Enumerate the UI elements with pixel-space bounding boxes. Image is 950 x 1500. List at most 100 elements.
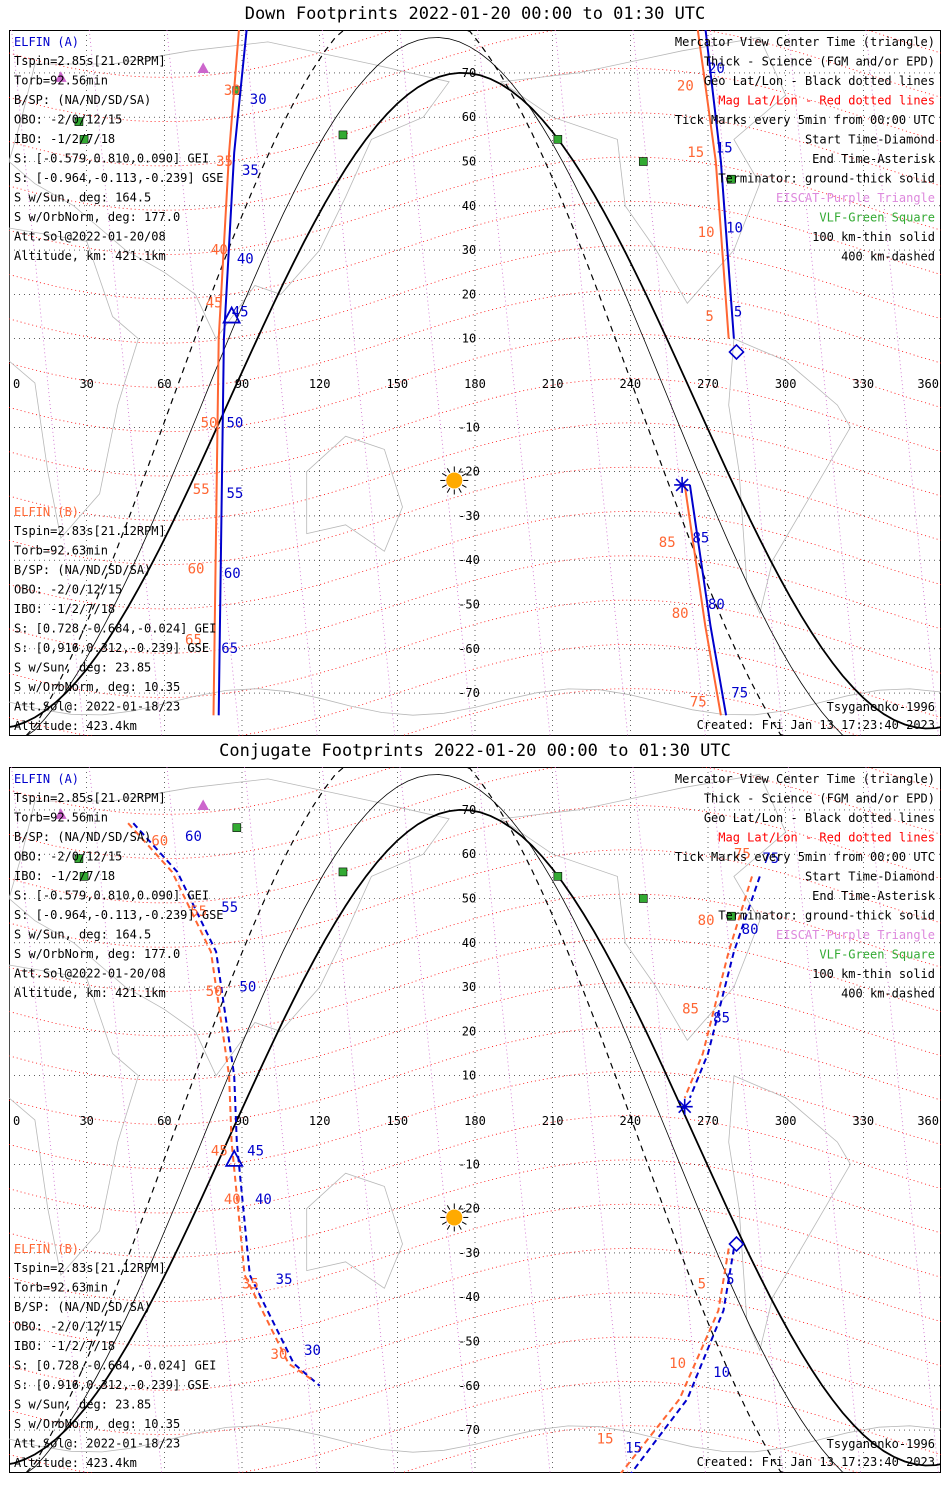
sun-ray <box>446 1225 451 1230</box>
lat-tick-label: -70 <box>458 686 480 700</box>
coastlines <box>9 774 941 1453</box>
ela-info-line: IBO: -1/2/7/18 <box>14 132 115 146</box>
sun-ray <box>441 1210 447 1214</box>
elb-info-line: OBO: -2/0/12/15 <box>14 583 122 597</box>
legend-entry: 400 km-dashed <box>841 250 935 264</box>
ela-info-line: S: [-0.579,0.810,0.090] GEI <box>14 889 209 903</box>
ela-time-tick-label: 5 <box>734 305 742 321</box>
ela-time-tick-label: 75 <box>731 686 748 702</box>
elb-info-line: Tspin=2.83s[21.12RPM] <box>14 524 166 538</box>
elb-time-tick-label: 35 <box>216 154 233 170</box>
lon-tick-label: 0 <box>13 377 20 391</box>
land-outline <box>728 1075 851 1352</box>
conjugate-footprints-map: 0 30 60 90 120 150 180 210 240 270 300 330 360706050… <box>9 767 941 1473</box>
ela-info-line: OBO: -2/0/12/15 <box>14 850 122 864</box>
lat-tick-label: -70 <box>458 1423 480 1437</box>
sun-ray <box>441 484 447 488</box>
elb-time-tick-label: 20 <box>677 79 694 95</box>
lon-tick-label: 210 <box>542 1114 564 1128</box>
ela-info-line: Att.Sol@2022-01-20/08 <box>14 967 166 981</box>
ela-time-tick-label: 85 <box>692 530 709 546</box>
legend-entry: End Time-Asterisk <box>812 889 936 903</box>
legend-entry: EISCAT-Purple Triangle <box>776 191 935 205</box>
land-outline <box>306 435 403 552</box>
lon-tick-label: 0 <box>13 1114 20 1128</box>
created-label: Created: Fri Jan 13 17:23:40 2023 <box>697 718 935 732</box>
geo-grid <box>9 30 941 736</box>
ela-info-line: Altitude, km: 421.1km <box>14 249 166 263</box>
lon-tick-label: 120 <box>309 377 331 391</box>
elb-time-tick-label: 50 <box>201 415 218 431</box>
lat-tick-label: -30 <box>458 509 480 523</box>
bottom-panel-title: Conjugate Footprints 2022-01-20 00:00 to… <box>219 741 731 761</box>
ela-info-line: S: [-0.964,-0.113,-0.239] GSE <box>14 171 224 185</box>
ela-time-tick-label: 10 <box>713 1365 730 1381</box>
ela-time-tick-label: 60 <box>224 566 241 582</box>
ela-info-line: Torb=92.56min <box>14 74 108 88</box>
elb-time-tick-label: 15 <box>687 145 704 161</box>
lat-tick-label: -30 <box>458 1246 480 1260</box>
end-time-asterisk <box>674 476 691 493</box>
model-label: Tsyganenko-1996 <box>827 700 935 714</box>
vlf-square <box>232 823 242 832</box>
elb-time-tick-label: 75 <box>734 847 751 863</box>
ela-time-tick-label: 40 <box>255 1192 272 1208</box>
terminator <box>9 30 941 736</box>
legend-entry: Mercator View Center Time (triangle) <box>675 35 935 49</box>
ela-info-line: Torb=92.56min <box>14 811 108 825</box>
legend-entry: Start Time-Diamond <box>805 870 935 884</box>
elb-info-line: Altitude: 423.4km <box>14 719 137 733</box>
ela-track <box>688 484 728 716</box>
elb-header: ELFIN (B) <box>14 505 79 519</box>
sun-ray <box>441 473 447 477</box>
ela-time-tick-label: 5 <box>726 1272 734 1288</box>
elb-info-line: Tspin=2.83s[21.12RPM] <box>14 1261 166 1275</box>
sun-ray <box>461 1210 467 1214</box>
lon-tick-label: 180 <box>464 1114 486 1128</box>
created-label: Created: Fri Jan 13 17:23:40 2023 <box>697 1455 935 1469</box>
lon-tick-label: 210 <box>542 377 564 391</box>
ela-info-line: Altitude, km: 421.1km <box>14 986 166 1000</box>
ela-time-tick-label: 60 <box>185 829 202 845</box>
lat-tick-label: 40 <box>462 936 476 950</box>
sun-ray <box>441 1221 447 1225</box>
elb-time-tick-label: 85 <box>659 535 676 551</box>
elb-info-line: B/SP: (NA/ND/SD/SA) <box>14 1300 151 1314</box>
lat-tick-label: -50 <box>458 1335 480 1349</box>
elb-info-line: S: [0.728,-0.684,-0.024] GEI <box>14 622 216 636</box>
lat-tick-label: 10 <box>462 1069 476 1083</box>
lon-tick-label: 240 <box>619 1114 641 1128</box>
legend-entry: 400 km-dashed <box>841 987 935 1001</box>
vlf-square <box>74 117 84 126</box>
sun-disc <box>446 1209 463 1226</box>
elb-info-line: S: [0,916,0.312,-0.239] GSE <box>14 641 209 655</box>
elb-info-line: Torb=92.63min <box>14 1281 108 1295</box>
legend-entry: 100 km-thin solid <box>812 967 935 981</box>
sun-ray <box>461 1221 467 1225</box>
sun-ray <box>458 1205 462 1210</box>
legend-entry: Start Time-Diamond <box>805 133 935 147</box>
end-time-asterisk <box>676 1098 693 1115</box>
ela-info-line: IBO: -1/2/7/18 <box>14 869 115 883</box>
coastlines <box>9 37 941 716</box>
land-outline <box>9 778 450 1077</box>
ela-info-line: B/SP: (NA/ND/SD/SA) <box>14 93 151 107</box>
ela-header: ELFIN (A) <box>14 772 79 786</box>
elb-info-line: IBO: -1/2/7/18 <box>14 1339 115 1353</box>
elb-time-tick-label: 45 <box>206 296 223 312</box>
ela-track <box>217 30 248 716</box>
terminator-ground <box>9 71 941 730</box>
lon-tick-label: 360 <box>917 377 939 391</box>
sun-ray <box>461 473 467 477</box>
terminator-100km <box>25 37 849 736</box>
ela-time-tick-label: 85 <box>713 1011 730 1027</box>
antarctica-outline <box>9 1425 941 1453</box>
elb-track <box>683 484 722 716</box>
vlf-square <box>338 130 348 140</box>
ela-info-line: S: [-0.964,-0.113,-0.239] GSE <box>14 908 224 922</box>
ela-time-tick-label: 10 <box>726 220 743 236</box>
sun-icon <box>440 1203 469 1232</box>
elb-info-line: Att.Sol@: 2022-01-18/23 <box>14 1437 180 1451</box>
vlf-square <box>638 894 648 903</box>
lat-tick-label: 20 <box>462 1024 476 1038</box>
